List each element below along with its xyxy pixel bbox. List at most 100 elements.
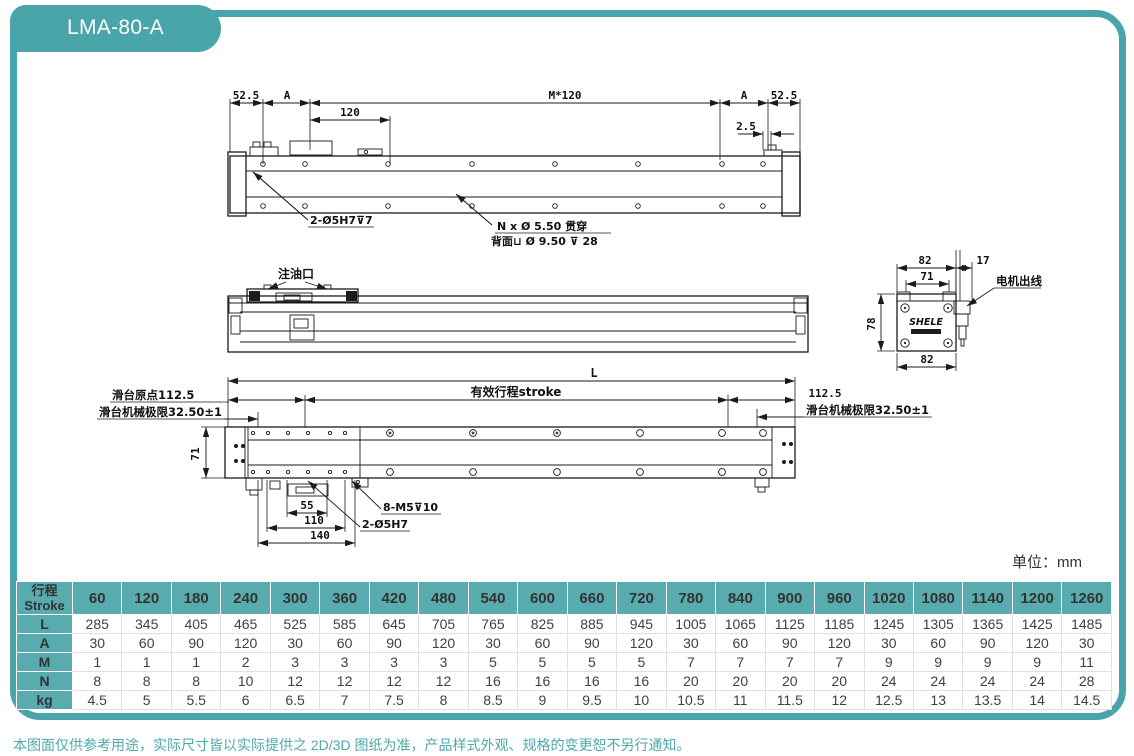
spec-value: 30 xyxy=(467,633,519,653)
spec-value: 10.5 xyxy=(665,690,717,710)
spec-value: 9.5 xyxy=(566,690,618,710)
stroke-header-row: 行程 Stroke 60 120 180 240 300 360 420 480 540 600 660… xyxy=(16,581,1112,615)
spec-value: 405 xyxy=(170,614,222,634)
spec-value: 3 xyxy=(418,652,469,672)
stroke-header-cell: 900 xyxy=(764,581,816,615)
spec-value: 16 xyxy=(467,671,519,691)
label-top-dowel-holes: 2-Ø5H7⊽7 xyxy=(310,214,373,227)
spec-value: 1485 xyxy=(1061,614,1112,634)
spec-value: 20 xyxy=(764,671,816,691)
row-label: N xyxy=(16,671,73,691)
dim-top-right-end: 52.5 xyxy=(771,89,798,102)
spec-value: 13 xyxy=(912,690,964,710)
dim-end-height: 78 xyxy=(865,317,878,330)
dim-right-offset: 112.5 xyxy=(808,387,841,400)
spec-row-L: L 285 345 405 465 525 585 645 705 765 825 885 945 100… xyxy=(16,614,1112,634)
stroke-header-cell: 480 xyxy=(418,581,469,615)
dim-slot-55: 55 xyxy=(300,499,313,512)
spec-value: 9 xyxy=(962,652,1013,672)
spec-value: 825 xyxy=(517,614,568,634)
spec-value: 2 xyxy=(220,652,271,672)
unit-label: 单位：mm xyxy=(1012,554,1082,571)
label-oil-port: 注油口 xyxy=(278,266,314,281)
spec-value: 7 xyxy=(814,652,865,672)
row-label: A xyxy=(16,633,73,653)
spec-value: 5 xyxy=(121,690,172,710)
spec-value: 20 xyxy=(814,671,865,691)
side-view-carriage xyxy=(246,284,359,341)
spec-value: 60 xyxy=(912,633,964,653)
spec-row-M: M 1 1 1 2 3 3 3 3 5 5 5 5 7 7 7 7 9 9 9 9 11 xyxy=(16,652,1112,672)
spec-value: 12 xyxy=(319,671,370,691)
spec-value: 90 xyxy=(962,633,1013,653)
label-mech-limit-left: 滑台机械极限32.50±1 xyxy=(99,405,222,419)
row-label: kg xyxy=(16,690,73,710)
spec-value: 30 xyxy=(863,633,914,653)
label-bottom-dowel-holes: 2-Ø5H7 xyxy=(362,518,408,531)
end-cap-bolts xyxy=(234,442,793,464)
label-home-offset: 滑台原点112.5 xyxy=(112,388,194,402)
dim-end-inner-width: 71 xyxy=(920,270,934,283)
spec-value: 8 xyxy=(71,671,123,691)
dim-top-sensor-offset: 2.5 xyxy=(736,120,756,133)
spec-value: 24 xyxy=(962,671,1013,691)
stroke-header-cell: 660 xyxy=(566,581,618,615)
stroke-header-cell: 1080 xyxy=(912,581,964,615)
spec-value: 60 xyxy=(319,633,370,653)
spec-value: 120 xyxy=(814,633,865,653)
spec-value: 9 xyxy=(863,652,914,672)
spec-value: 28 xyxy=(1061,671,1112,691)
spec-value: 945 xyxy=(616,614,667,634)
spec-value: 5 xyxy=(467,652,519,672)
label-mech-limit-right: 滑台机械极限32.50±1 xyxy=(806,403,929,417)
spec-value: 20 xyxy=(715,671,766,691)
dim-top-first-pitch: 120 xyxy=(340,106,360,119)
page-title: LMA-80-A xyxy=(67,16,164,39)
spec-value: 20 xyxy=(665,671,717,691)
spec-value: 7 xyxy=(764,652,816,672)
label-mount-holes: 8-M5⊽10 xyxy=(383,501,438,514)
stroke-header-cell: 840 xyxy=(715,581,766,615)
spec-value: 9 xyxy=(1011,652,1063,672)
stroke-header-cell: 1260 xyxy=(1061,581,1112,615)
label-top-counterbore: 背面⊔ Ø 9.50 ⊽ 28 xyxy=(491,234,598,248)
dim-effective-stroke: 有效行程stroke xyxy=(471,384,562,399)
spec-value: 7 xyxy=(319,690,370,710)
spec-value: 9 xyxy=(912,652,964,672)
side-view: 注油口 xyxy=(227,266,809,353)
spec-value: 6 xyxy=(220,690,271,710)
stroke-header-cell: 600 xyxy=(517,581,568,615)
spec-value: 8 xyxy=(121,671,172,691)
stroke-header-cell: 300 xyxy=(269,581,321,615)
spec-value: 885 xyxy=(566,614,618,634)
mount-holes-top-row xyxy=(260,161,766,209)
spec-row-N: N 8 8 8 10 12 12 12 12 16 16 16 16 20 20 20 20 24 24 24 24 28 xyxy=(16,671,1112,691)
dim-body-width: 71 xyxy=(189,447,202,461)
dim-top-pitch-span: M*120 xyxy=(548,89,581,102)
spec-value: 3 xyxy=(319,652,370,672)
spec-value: 7 xyxy=(665,652,717,672)
dim-top-left-a: A xyxy=(284,89,291,102)
end-view: SHELE 82 17 71 78 82 电机出线 xyxy=(865,250,1042,371)
motor-connector xyxy=(953,300,971,347)
footer-note: 本图面仅供参考用途，实际尺寸皆以实际提供之 2D/3D 图纸为准，产品样式外观、… xyxy=(13,737,691,753)
spec-value: 1065 xyxy=(715,614,766,634)
spec-row-kg: kg 4.5 5 5.5 6 6.5 7 7.5 8 8.5 9 9.5 10 10.5 11 11.5 12 1… xyxy=(16,690,1112,710)
spec-value: 5.5 xyxy=(170,690,222,710)
dim-slot-110: 110 xyxy=(304,514,324,527)
spec-table: 行程 Stroke 60 120 180 240 300 360 420 480 540 600 660… xyxy=(16,581,1112,710)
stroke-corner-header: 行程 Stroke xyxy=(16,581,73,615)
corner-screws xyxy=(900,303,953,348)
spec-value: 24 xyxy=(1011,671,1063,691)
spec-value: 285 xyxy=(71,614,123,634)
stroke-header-cell: 780 xyxy=(665,581,717,615)
stroke-header-cell: 960 xyxy=(814,581,865,615)
spec-value: 10 xyxy=(616,690,667,710)
spec-value: 645 xyxy=(368,614,420,634)
top-view-carriage xyxy=(249,140,783,157)
spec-value: 11 xyxy=(1061,652,1112,672)
title-tab: LMA-80-A xyxy=(10,5,221,52)
bottom-view: L 有效行程stroke 滑台原点112.5 滑台机械极限32.50±1 112… xyxy=(97,366,932,547)
spec-value: 1185 xyxy=(814,614,865,634)
spec-value: 60 xyxy=(121,633,172,653)
